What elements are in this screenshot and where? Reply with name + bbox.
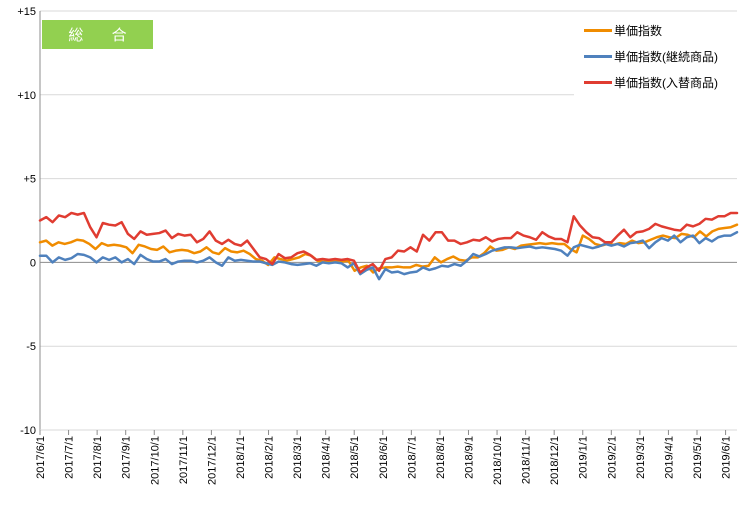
x-tick-label: 2018/12/1 xyxy=(549,436,561,485)
x-tick-label: 2017/7/1 xyxy=(64,436,76,479)
series-line-1 xyxy=(38,223,739,274)
x-tick-label: 2018/10/1 xyxy=(492,436,504,485)
x-tick-label: 2017/10/1 xyxy=(149,436,161,485)
x-tick-label: 2018/7/1 xyxy=(406,436,418,479)
legend-label-replacement-products: 単価指数(入替商品) xyxy=(614,75,718,90)
legend-item-unit-price-index: 単価指数 xyxy=(584,20,662,40)
legend: 単価指数 単価指数(継続商品) 単価指数(入替商品) xyxy=(574,14,742,96)
x-tick-label: 2018/1/1 xyxy=(235,436,247,479)
legend-label-continuing-products: 単価指数(継続商品) xyxy=(614,49,718,64)
y-tick-label: +5 xyxy=(23,174,36,186)
series-line-2 xyxy=(38,230,739,281)
x-tick-label: 2018/8/1 xyxy=(435,436,447,479)
category-badge-label: 総 合 xyxy=(68,27,139,44)
legend-swatch-continuing-products xyxy=(584,54,612,58)
series-line-3 xyxy=(38,211,739,274)
x-tick-label: 2017/9/1 xyxy=(121,436,133,479)
x-tick-label: 2019/6/1 xyxy=(721,436,733,479)
y-tick-label: 0 xyxy=(30,257,36,269)
x-tick-label: 2019/1/1 xyxy=(578,436,590,479)
x-tick-label: 2019/3/1 xyxy=(635,436,647,479)
x-tick-label: 2018/4/1 xyxy=(321,436,333,479)
legend-item-continuing-products: 単価指数(継続商品) xyxy=(584,46,718,66)
x-tick-label: 2018/9/1 xyxy=(463,436,475,479)
x-tick-label: 2018/5/1 xyxy=(349,436,361,479)
y-tick-label: -10 xyxy=(20,425,36,437)
x-tick-label: 2018/3/1 xyxy=(292,436,304,479)
legend-swatch-unit-price-index xyxy=(584,28,612,32)
x-tick-label: 2017/8/1 xyxy=(92,436,104,479)
y-tick-label: +15 xyxy=(17,6,36,18)
x-tick-label: 2018/11/1 xyxy=(521,436,533,484)
x-tick-label: 2019/2/1 xyxy=(606,436,618,479)
x-tick-label: 2017/6/1 xyxy=(35,436,47,479)
y-tick-label: -5 xyxy=(26,341,36,353)
x-tick-label: 2018/2/1 xyxy=(264,436,276,479)
y-tick-label: +10 xyxy=(17,90,36,102)
legend-item-replacement-products: 単価指数(入替商品) xyxy=(584,72,718,92)
legend-label-unit-price-index: 単価指数 xyxy=(614,23,663,38)
x-tick-label: 2017/11/1 xyxy=(178,436,190,484)
legend-swatch-replacement-products xyxy=(584,80,612,84)
x-tick-label: 2017/12/1 xyxy=(206,436,218,485)
label-layer: -10 -5 0 +5 +10 +15 2017/6/1 2017/7/1 2017/8/1 20… xyxy=(17,6,732,485)
x-tick-label: 2018/6/1 xyxy=(378,436,390,479)
x-tick-label: 2019/4/1 xyxy=(663,436,675,479)
category-badge: 総 合 xyxy=(42,20,153,49)
series-layer xyxy=(38,211,739,281)
x-tick-label: 2019/5/1 xyxy=(692,436,704,479)
